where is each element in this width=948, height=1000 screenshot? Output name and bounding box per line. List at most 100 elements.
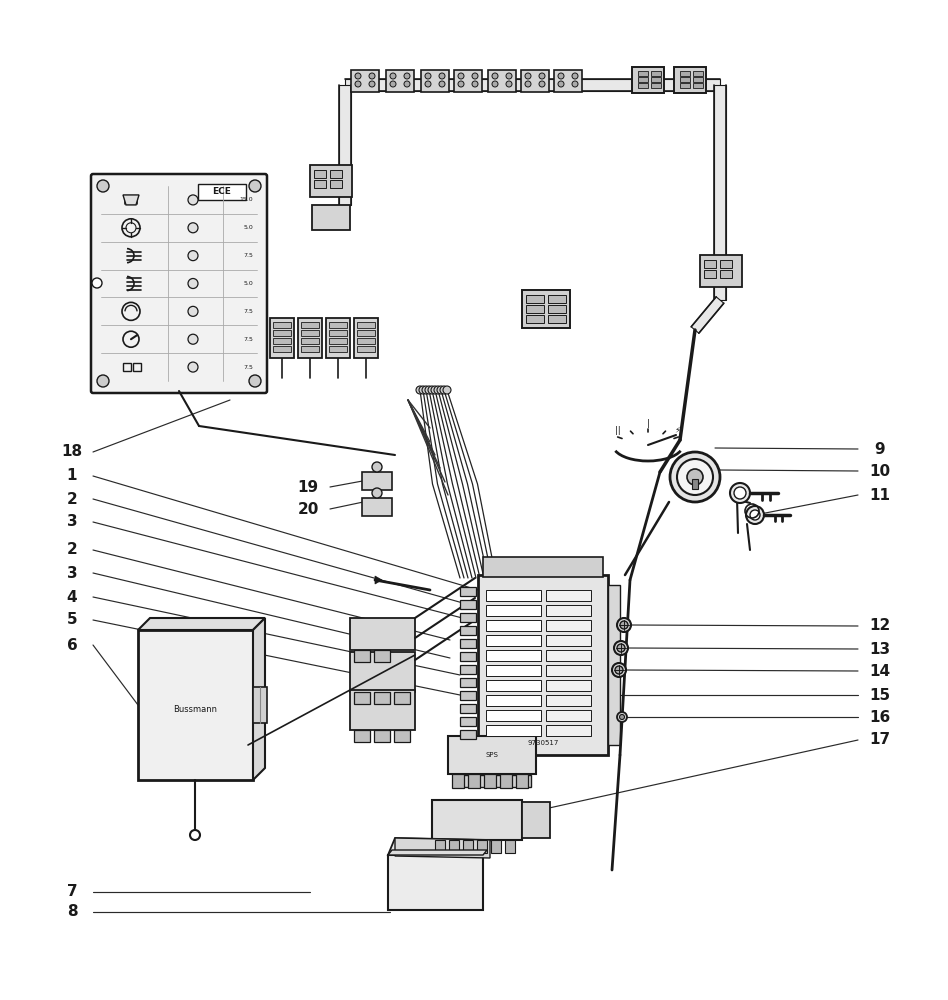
Bar xyxy=(350,690,415,730)
Bar xyxy=(521,70,549,92)
Bar xyxy=(463,840,473,853)
Bar xyxy=(357,338,375,344)
Circle shape xyxy=(539,73,545,79)
Circle shape xyxy=(746,506,764,524)
Bar xyxy=(526,305,544,313)
Bar xyxy=(546,590,591,601)
Bar xyxy=(692,479,698,489)
Circle shape xyxy=(506,81,512,87)
Bar xyxy=(693,71,703,76)
Bar xyxy=(301,330,319,336)
Bar xyxy=(680,77,690,82)
Circle shape xyxy=(670,452,720,502)
Bar xyxy=(608,585,620,745)
Bar xyxy=(270,318,294,358)
Text: 1: 1 xyxy=(66,468,77,484)
Bar xyxy=(486,680,541,691)
Circle shape xyxy=(439,81,445,87)
Text: 7.5: 7.5 xyxy=(243,365,253,370)
Text: 17: 17 xyxy=(869,732,890,748)
Bar xyxy=(704,270,716,278)
Text: 11: 11 xyxy=(869,488,890,502)
Text: ⚡: ⚡ xyxy=(675,426,681,435)
Bar xyxy=(546,620,591,631)
Circle shape xyxy=(372,488,382,498)
Text: ECE: ECE xyxy=(212,188,231,196)
Text: 7: 7 xyxy=(66,884,78,900)
Circle shape xyxy=(558,81,564,87)
Bar xyxy=(314,180,326,188)
Bar xyxy=(546,605,591,616)
Bar xyxy=(486,665,541,676)
Circle shape xyxy=(572,73,578,79)
Circle shape xyxy=(422,386,430,394)
Circle shape xyxy=(558,73,564,79)
Bar xyxy=(386,70,414,92)
Text: 5.0: 5.0 xyxy=(244,225,253,230)
Bar xyxy=(638,77,648,82)
Bar xyxy=(638,71,648,76)
Circle shape xyxy=(369,73,375,79)
Polygon shape xyxy=(388,838,490,855)
Bar xyxy=(500,774,512,788)
Circle shape xyxy=(188,223,198,233)
Bar xyxy=(329,322,347,328)
Bar xyxy=(484,774,496,788)
Text: 9730517: 9730517 xyxy=(527,740,558,746)
Bar xyxy=(526,315,544,323)
Circle shape xyxy=(249,375,261,387)
Text: 4: 4 xyxy=(66,589,78,604)
Bar xyxy=(273,346,291,352)
Circle shape xyxy=(437,386,445,394)
Bar xyxy=(374,730,390,742)
Bar xyxy=(546,635,591,646)
Bar xyxy=(460,704,476,713)
Bar xyxy=(312,205,350,230)
Text: SPS: SPS xyxy=(485,752,499,758)
Bar xyxy=(486,710,541,721)
Bar xyxy=(460,730,476,739)
Bar xyxy=(486,605,541,616)
Bar xyxy=(546,710,591,721)
Bar xyxy=(680,83,690,88)
Bar xyxy=(546,665,591,676)
Bar xyxy=(273,330,291,336)
Bar xyxy=(548,315,566,323)
Bar xyxy=(505,840,515,853)
Bar xyxy=(454,70,482,92)
Circle shape xyxy=(188,362,198,372)
Circle shape xyxy=(188,251,198,261)
Bar xyxy=(362,498,392,516)
Text: 7.5: 7.5 xyxy=(243,309,253,314)
Text: 14: 14 xyxy=(869,664,890,678)
Bar xyxy=(516,774,528,788)
Polygon shape xyxy=(123,195,139,205)
Circle shape xyxy=(443,386,451,394)
Circle shape xyxy=(472,81,478,87)
Circle shape xyxy=(188,334,198,344)
Text: 10: 10 xyxy=(869,464,890,479)
Polygon shape xyxy=(253,618,265,780)
Circle shape xyxy=(355,81,361,87)
Circle shape xyxy=(730,483,750,503)
Bar xyxy=(460,600,476,609)
Circle shape xyxy=(431,386,439,394)
Polygon shape xyxy=(714,85,726,300)
Bar xyxy=(329,346,347,352)
Text: 5: 5 xyxy=(66,612,78,628)
Circle shape xyxy=(419,386,427,394)
Circle shape xyxy=(615,666,623,674)
Circle shape xyxy=(390,81,396,87)
Text: 16: 16 xyxy=(869,710,890,724)
Circle shape xyxy=(612,663,626,677)
Bar xyxy=(522,290,570,328)
Bar xyxy=(350,652,415,692)
Bar xyxy=(460,665,476,674)
Circle shape xyxy=(492,81,498,87)
Text: 12: 12 xyxy=(869,618,890,634)
Circle shape xyxy=(190,830,200,840)
Circle shape xyxy=(539,81,545,87)
Bar xyxy=(486,620,541,631)
Circle shape xyxy=(188,195,198,205)
Circle shape xyxy=(404,81,410,87)
